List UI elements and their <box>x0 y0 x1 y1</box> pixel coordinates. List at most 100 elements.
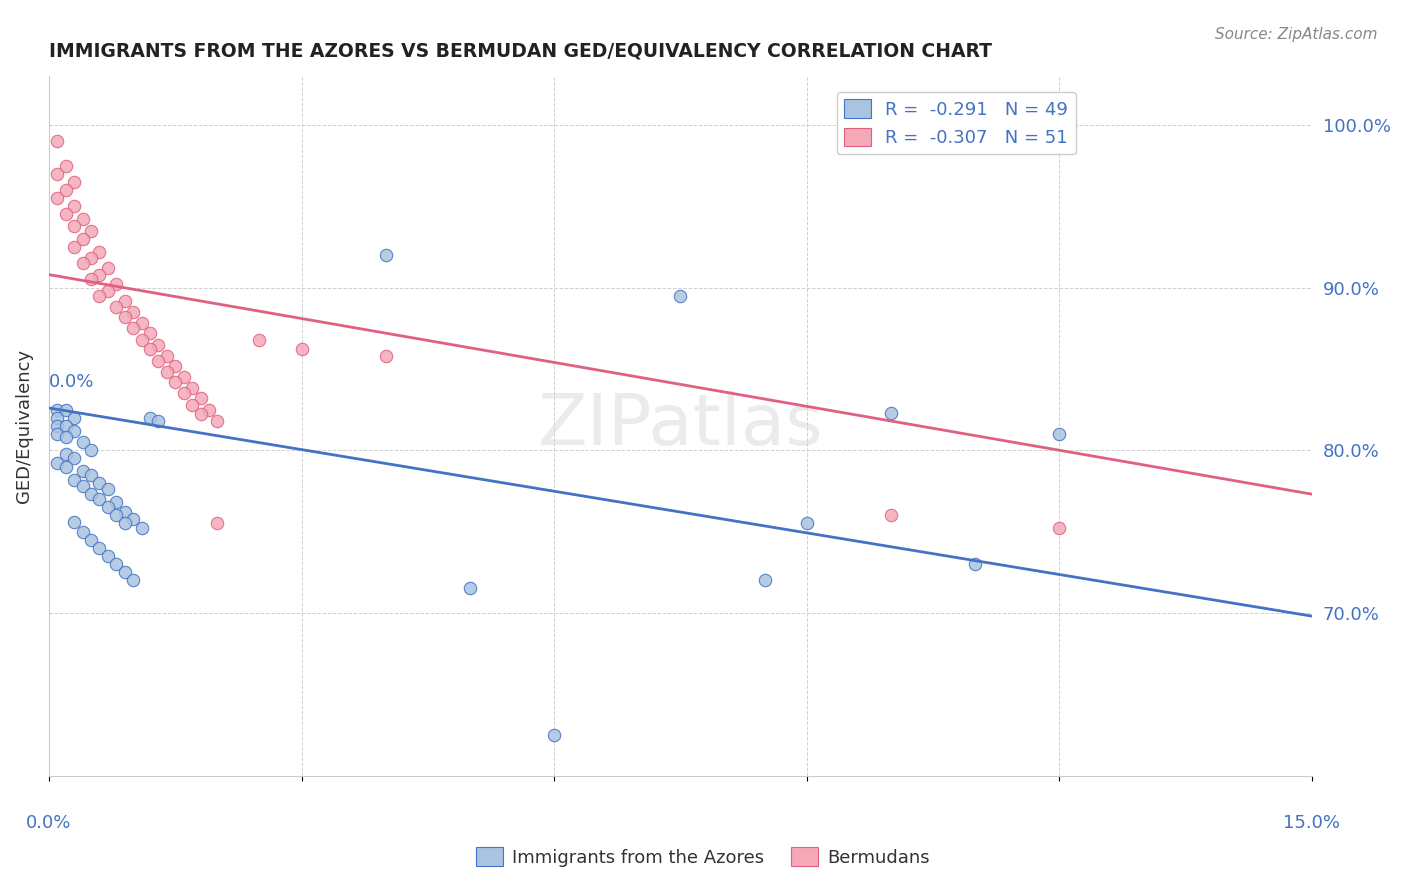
Point <box>55 459 77 474</box>
Point <box>63 410 86 425</box>
Point <box>80 252 103 266</box>
Point <box>72 256 94 270</box>
Point <box>880 406 903 420</box>
Text: 0.0%: 0.0% <box>49 374 94 392</box>
Point <box>122 305 145 319</box>
Point <box>131 333 153 347</box>
Point <box>46 402 69 417</box>
Point <box>290 343 312 357</box>
Legend: Immigrants from the Azores, Bermudans: Immigrants from the Azores, Bermudans <box>468 840 938 874</box>
Point <box>55 207 77 221</box>
Point <box>55 402 77 417</box>
Point <box>249 333 271 347</box>
Point <box>89 541 111 555</box>
Point <box>207 414 229 428</box>
Point <box>72 524 94 539</box>
Point <box>89 491 111 506</box>
Point <box>46 134 69 148</box>
Point <box>72 232 94 246</box>
Point <box>55 446 77 460</box>
Point <box>669 289 692 303</box>
Point <box>181 381 204 395</box>
Point <box>207 516 229 531</box>
Point <box>114 505 136 519</box>
Point <box>72 435 94 450</box>
Point <box>105 557 128 571</box>
Point <box>156 365 179 379</box>
Point <box>105 495 128 509</box>
Point <box>105 300 128 314</box>
Point <box>80 443 103 458</box>
Point <box>89 268 111 282</box>
Point <box>122 321 145 335</box>
Point <box>105 277 128 292</box>
Point <box>139 343 162 357</box>
Point <box>114 293 136 308</box>
Point <box>543 728 565 742</box>
Point <box>72 212 94 227</box>
Point <box>114 566 136 580</box>
Point <box>139 410 162 425</box>
Point <box>55 183 77 197</box>
Point <box>1047 521 1070 535</box>
Legend: R =  -0.291   N = 49, R =  -0.307   N = 51: R = -0.291 N = 49, R = -0.307 N = 51 <box>837 92 1076 154</box>
Point <box>97 261 120 276</box>
Point <box>198 402 221 417</box>
Point <box>63 451 86 466</box>
Point <box>89 475 111 490</box>
Point <box>63 424 86 438</box>
Point <box>165 359 187 373</box>
Point <box>97 500 120 515</box>
Point <box>80 487 103 501</box>
Point <box>796 516 818 531</box>
Point <box>173 370 195 384</box>
Point <box>181 398 204 412</box>
Point <box>1047 427 1070 442</box>
Point <box>63 175 86 189</box>
Point <box>105 508 128 523</box>
Point <box>122 574 145 588</box>
Point <box>122 511 145 525</box>
Point <box>148 353 170 368</box>
Point <box>880 508 903 523</box>
Point <box>173 386 195 401</box>
Text: IMMIGRANTS FROM THE AZORES VS BERMUDAN GED/EQUIVALENCY CORRELATION CHART: IMMIGRANTS FROM THE AZORES VS BERMUDAN G… <box>49 42 993 61</box>
Point <box>80 533 103 547</box>
Text: ZIPatlas: ZIPatlas <box>537 392 824 460</box>
Point <box>97 483 120 497</box>
Point <box>139 326 162 340</box>
Point <box>131 521 153 535</box>
Point <box>80 467 103 482</box>
Point <box>63 199 86 213</box>
Point <box>89 244 111 259</box>
Point <box>55 418 77 433</box>
Point <box>148 414 170 428</box>
Point <box>165 375 187 389</box>
Point <box>63 240 86 254</box>
Point <box>754 574 776 588</box>
Point <box>965 557 987 571</box>
Text: 15.0%: 15.0% <box>1284 814 1340 832</box>
Point <box>97 549 120 563</box>
Point <box>114 310 136 324</box>
Point <box>55 159 77 173</box>
Text: Source: ZipAtlas.com: Source: ZipAtlas.com <box>1215 27 1378 42</box>
Point <box>63 473 86 487</box>
Point <box>131 317 153 331</box>
Point <box>72 464 94 478</box>
Point <box>46 418 69 433</box>
Point <box>374 349 396 363</box>
Point <box>114 516 136 531</box>
Y-axis label: GED/Equivalency: GED/Equivalency <box>15 349 32 503</box>
Point <box>190 408 212 422</box>
Point <box>148 337 170 351</box>
Point <box>63 219 86 233</box>
Point <box>89 289 111 303</box>
Point <box>55 430 77 444</box>
Point <box>97 284 120 298</box>
Point <box>190 391 212 405</box>
Point <box>72 479 94 493</box>
Point <box>374 248 396 262</box>
Point <box>46 167 69 181</box>
Point <box>458 582 481 596</box>
